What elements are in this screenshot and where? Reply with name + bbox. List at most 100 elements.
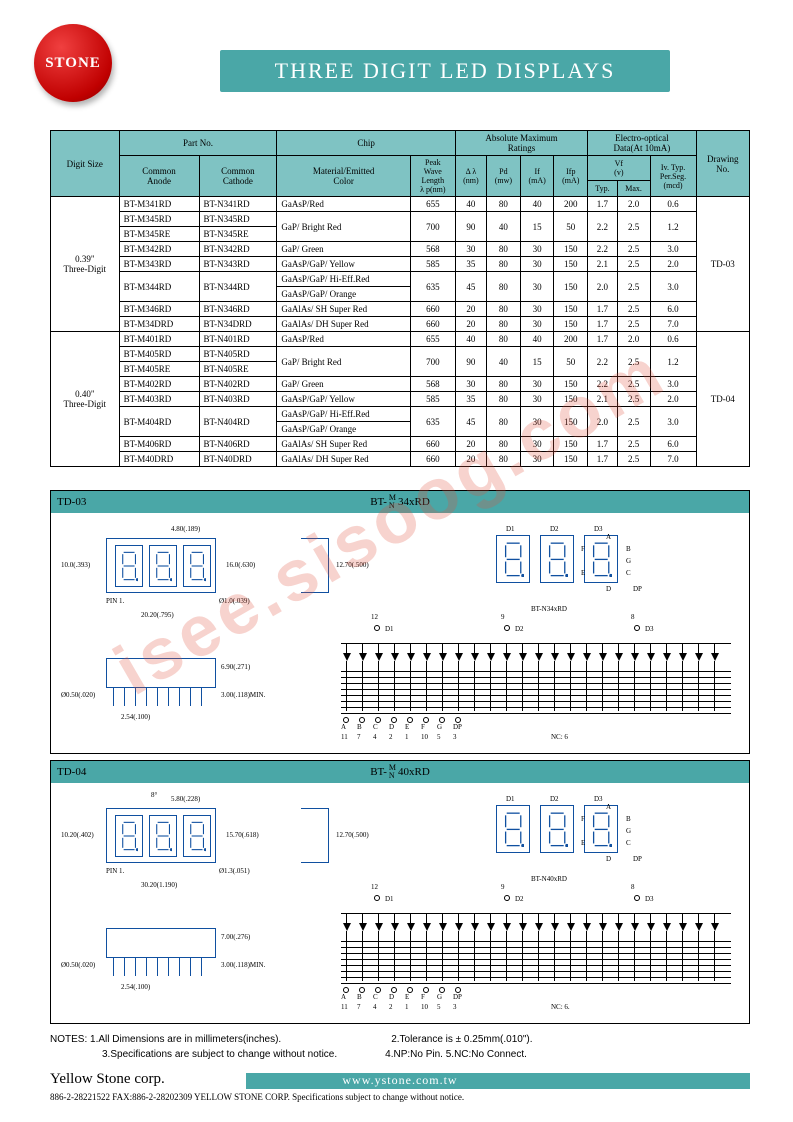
seg-dp: DP xyxy=(633,855,642,863)
cell-ifp: 150 xyxy=(554,392,588,407)
cell-dl: 30 xyxy=(455,377,486,392)
dim-side-min: 3.00(.118)MIN. xyxy=(221,961,265,969)
circuit-node xyxy=(423,717,429,723)
circuit-seg-label: DP xyxy=(453,993,462,1001)
pin-leg xyxy=(113,688,114,706)
cell-material: GaAlAs/ SH Super Red xyxy=(277,302,410,317)
cell-vt: 1.7 xyxy=(588,437,618,452)
cell-vt: 1.7 xyxy=(588,452,618,467)
cell-wl: 655 xyxy=(410,197,455,212)
seg-digit-2 xyxy=(584,535,618,583)
circuit-node xyxy=(455,717,461,723)
cell-vt: 2.2 xyxy=(588,212,618,242)
circuit-pin-num: 4 xyxy=(373,733,377,741)
diode-lead xyxy=(506,913,507,923)
diode-lead xyxy=(410,661,411,711)
diode-lead xyxy=(586,661,587,711)
cell-ca: BT-M401RD xyxy=(119,332,199,347)
cell-wl: 700 xyxy=(410,212,455,242)
front-outline xyxy=(106,808,216,863)
circuit-label: BT-N40xRD xyxy=(531,875,567,883)
circuit-bus-bottom xyxy=(341,695,731,696)
footer-line: 886-2-28221522 FAX:886-2-28202309 YELLOW… xyxy=(50,1092,750,1102)
dim-width: 30.20(1.190) xyxy=(141,881,177,889)
page-title: THREE DIGIT LED DISPLAYS xyxy=(275,58,616,84)
cell-wl: 660 xyxy=(410,437,455,452)
hdr-part-no: Part No. xyxy=(119,131,277,156)
dim-thick: 12.70(.500) xyxy=(336,831,369,839)
diode-lead xyxy=(538,931,539,981)
cell-vm: 2.5 xyxy=(617,317,650,332)
diode-lead xyxy=(554,913,555,923)
dim-side-h: 6.90(.271) xyxy=(221,663,250,671)
diode-lead xyxy=(474,913,475,923)
dim-seg-h: 5.80(.228) xyxy=(171,795,200,803)
cell-vt: 1.7 xyxy=(588,302,618,317)
diode-lead xyxy=(410,931,411,981)
table-row: BT-M344RDBT-N344RDGaAsP/GaP/ Hi-Eff.Red6… xyxy=(51,272,750,287)
diode-icon xyxy=(455,923,463,931)
cell-pd: 80 xyxy=(487,392,521,407)
seg-a: A xyxy=(606,803,611,811)
circuit-node xyxy=(455,987,461,993)
note-1: 1.All Dimensions are in millimeters(inch… xyxy=(90,1034,281,1045)
diode-icon xyxy=(359,923,367,931)
diode-icon xyxy=(391,923,399,931)
circuit-node xyxy=(375,717,381,723)
diode-lead xyxy=(490,661,491,711)
cell-ifp: 150 xyxy=(554,377,588,392)
cell-material: GaAlAs/ SH Super Red xyxy=(277,437,410,452)
cell-iv: 0.6 xyxy=(650,197,696,212)
diode-lead xyxy=(714,913,715,923)
cell-vm: 2.5 xyxy=(617,452,650,467)
circuit-pin-num: 1 xyxy=(405,733,409,741)
cell-pd: 80 xyxy=(487,377,521,392)
cell-cc: BT-N342RD xyxy=(199,242,277,257)
diode-icon xyxy=(567,653,575,661)
diode-icon xyxy=(599,653,607,661)
cell-iv: 3.0 xyxy=(650,242,696,257)
circuit-seg-label: D xyxy=(389,993,394,1001)
hdr-peak: PeakWaveLengthλ p(nm) xyxy=(410,156,455,197)
diode-lead xyxy=(346,643,347,653)
cell-ca: BT-M344RD xyxy=(119,272,199,302)
cell-ifp: 50 xyxy=(554,212,588,242)
circuit-node xyxy=(439,987,445,993)
diode-icon xyxy=(519,653,527,661)
dim-pitch: 2.54(.100) xyxy=(121,713,150,721)
cell-cc: BT-N405RD xyxy=(199,347,277,362)
cell-dl: 20 xyxy=(455,302,486,317)
diagram-td-03: TD-03BT-MN34xRD10.0(.393)4.80(.189)20.20… xyxy=(50,490,750,754)
diode-lead xyxy=(618,931,619,981)
cell-ca: BT-M345RD xyxy=(119,212,199,227)
circuit-seg-label: B xyxy=(357,723,362,731)
seg-a: A xyxy=(606,533,611,541)
dim-body-dia: Ø0.50(.020) xyxy=(61,961,95,969)
circuit-d-label: D2 xyxy=(515,895,524,903)
cell-ca: BT-M341RD xyxy=(119,197,199,212)
seg-g: G xyxy=(626,557,631,565)
circuit-node xyxy=(375,987,381,993)
dim-height: 10.20(.402) xyxy=(61,831,94,839)
dim-pin-dia: Ø1.0(.039) xyxy=(219,597,250,605)
dim-width: 20.20(.795) xyxy=(141,611,174,619)
circuit-pin-num: 7 xyxy=(357,733,361,741)
cell-ifp: 150 xyxy=(554,257,588,272)
hdr-chip: Chip xyxy=(277,131,455,156)
diode-icon xyxy=(343,923,351,931)
front-outline xyxy=(106,538,216,593)
cell-ifp: 150 xyxy=(554,407,588,437)
diode-icon xyxy=(551,923,559,931)
circuit-bus-bottom xyxy=(341,953,731,954)
diode-icon xyxy=(535,653,543,661)
seg-d: D xyxy=(606,585,611,593)
cell-if: 15 xyxy=(520,347,554,377)
circuit-pin-num: 4 xyxy=(373,1003,377,1011)
diode-icon xyxy=(455,653,463,661)
diode-icon xyxy=(711,923,719,931)
circuit-seg-label: F xyxy=(421,723,425,731)
circuit-seg-label: F xyxy=(421,993,425,1001)
cell-cc: BT-N346RD xyxy=(199,302,277,317)
cell-cc: BT-N343RD xyxy=(199,257,277,272)
circuit-d-label: D1 xyxy=(385,895,394,903)
